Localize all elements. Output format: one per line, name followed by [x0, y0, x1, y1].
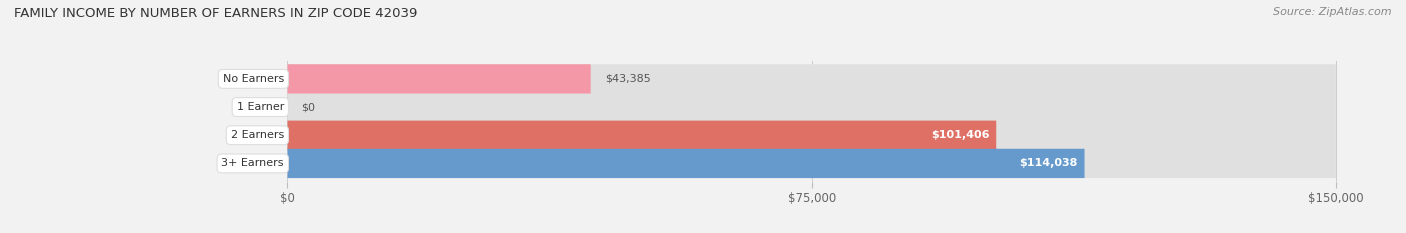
Text: Source: ZipAtlas.com: Source: ZipAtlas.com: [1274, 7, 1392, 17]
Text: 3+ Earners: 3+ Earners: [222, 158, 284, 168]
Text: $101,406: $101,406: [931, 130, 990, 140]
FancyBboxPatch shape: [287, 149, 1084, 178]
FancyBboxPatch shape: [287, 93, 1336, 122]
FancyBboxPatch shape: [287, 64, 1336, 93]
FancyBboxPatch shape: [287, 64, 591, 93]
Text: $43,385: $43,385: [605, 74, 651, 84]
Text: $114,038: $114,038: [1019, 158, 1077, 168]
FancyBboxPatch shape: [287, 121, 997, 150]
Text: $0: $0: [301, 102, 315, 112]
Text: No Earners: No Earners: [222, 74, 284, 84]
FancyBboxPatch shape: [287, 149, 1336, 178]
Text: 2 Earners: 2 Earners: [231, 130, 284, 140]
Text: FAMILY INCOME BY NUMBER OF EARNERS IN ZIP CODE 42039: FAMILY INCOME BY NUMBER OF EARNERS IN ZI…: [14, 7, 418, 20]
FancyBboxPatch shape: [287, 121, 1336, 150]
Text: 1 Earner: 1 Earner: [236, 102, 284, 112]
